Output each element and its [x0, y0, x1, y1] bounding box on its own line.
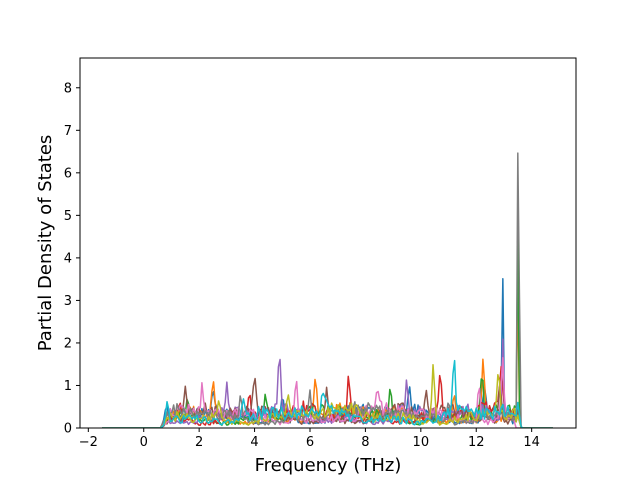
y-tick-label: 1: [64, 379, 72, 394]
series-layer: [102, 152, 553, 428]
y-tick-label: 5: [64, 209, 72, 224]
x-axis-ticks: −2 0 2 4 6 8 10 12 14: [79, 428, 540, 450]
x-tick-label: 10: [413, 435, 430, 450]
x-tick-label: 0: [140, 435, 148, 450]
series-line-5: [102, 338, 553, 428]
x-tick-label: −2: [79, 435, 98, 450]
y-axis-ticks: 0 1 2 3 4 5 6 7 8: [64, 81, 80, 437]
y-tick-label: 0: [64, 422, 72, 437]
y-tick-label: 8: [64, 81, 72, 96]
y-tick-label: 6: [64, 166, 72, 181]
series-line-9: [102, 363, 553, 428]
x-axis-label: Frequency (THz): [255, 455, 402, 476]
y-tick-label: 2: [64, 336, 72, 351]
plot-frame: [79, 57, 577, 429]
y-axis-label: Partial Density of States: [35, 135, 56, 352]
series-line-10: [102, 359, 553, 428]
x-tick-label: 8: [361, 435, 369, 450]
x-tick-label: 12: [468, 435, 485, 450]
x-tick-label: 14: [523, 435, 540, 450]
x-tick-label: 2: [195, 435, 203, 450]
y-tick-label: 4: [64, 251, 72, 266]
y-tick-label: 3: [64, 294, 72, 309]
x-tick-label: 6: [306, 435, 314, 450]
y-tick-label: 7: [64, 124, 72, 139]
x-tick-label: 4: [250, 435, 258, 450]
